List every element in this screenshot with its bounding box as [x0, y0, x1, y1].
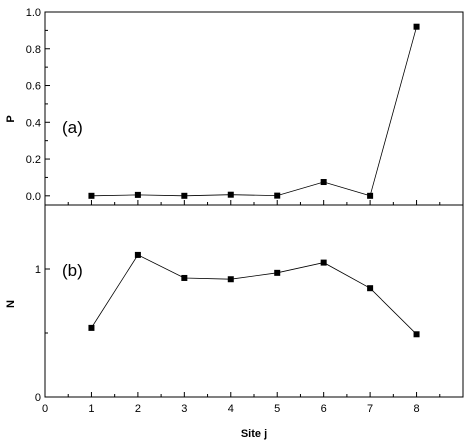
- panel-a-data-point: [181, 192, 188, 199]
- panel-a-y-axis-title: P: [5, 115, 17, 122]
- panel-a-data-point: [88, 192, 95, 199]
- panel-b-label: (b): [62, 261, 83, 280]
- panel-b-data-point: [413, 331, 420, 338]
- panel-b-data-point: [181, 274, 188, 281]
- panel-a-data-point: [274, 192, 281, 199]
- panel-a-data-point: [367, 192, 374, 199]
- x-tick-label: 4: [228, 403, 234, 415]
- panel-a-data-point: [320, 179, 327, 186]
- panel-b-data-point: [134, 251, 141, 258]
- panel-a-y-tick-label: 0.2: [26, 154, 41, 166]
- panel-a-series-line: [91, 26, 417, 197]
- x-tick-label: 5: [274, 403, 280, 415]
- x-tick-label: 6: [321, 403, 327, 415]
- panel-a-y-tick-label: 0.0: [26, 191, 41, 203]
- panel-b-data-point: [88, 324, 95, 331]
- x-tick-label: 0: [42, 403, 48, 415]
- panel-a-data-point: [227, 191, 234, 198]
- panel-a-y-tick-label: 0.8: [26, 44, 41, 56]
- x-axis-title: Site j: [241, 428, 267, 440]
- panel-b-y-tick-label: 0: [35, 392, 41, 404]
- panel-b-series-line: [91, 254, 417, 335]
- panel-a-label: (a): [62, 118, 83, 137]
- panel-a-data-point: [134, 191, 141, 198]
- panel-b-frame: [44, 204, 464, 398]
- panel-a-y-tick-label: 0.4: [26, 117, 41, 129]
- x-tick-label: 7: [367, 403, 373, 415]
- panel-b-y-axis-title: N: [5, 300, 17, 308]
- x-tick-label: 8: [413, 403, 419, 415]
- x-tick-label: 1: [88, 403, 94, 415]
- panel-b: (b) N Site j 0 1 2 3 4 5 6 7 8 0 1: [5, 204, 464, 440]
- x-tick-label: 3: [181, 403, 187, 415]
- panel-b-data-point: [320, 259, 327, 266]
- x-tick-label: 2: [135, 403, 141, 415]
- panel-b-data-point: [274, 269, 281, 276]
- panel-b-data-point: [227, 276, 234, 283]
- panel-a-y-tick-label: 1.0: [26, 7, 41, 19]
- panel-a-frame: [44, 11, 464, 206]
- panel-a: (a) P 0.0 0.2 0.4 0.6 0.8 1.0: [5, 7, 464, 206]
- panel-b-data-point: [367, 285, 374, 292]
- panel-a-y-tick-label: 0.6: [26, 81, 41, 93]
- panel-b-y-tick-label: 1: [35, 264, 41, 276]
- panel-a-data-point: [413, 23, 420, 30]
